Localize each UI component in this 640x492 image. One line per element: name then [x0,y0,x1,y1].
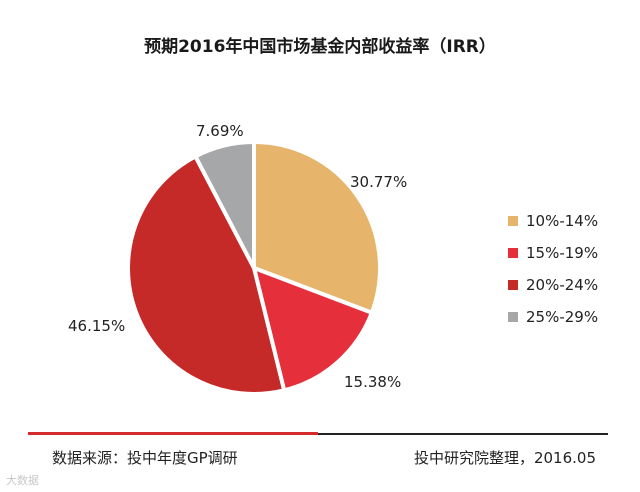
chart-title: 预期2016年中国市场基金内部收益率（IRR） [144,37,496,57]
legend-label: 25%-29% [526,308,599,326]
legend-swatch [508,216,518,226]
legend-swatch [508,280,518,290]
slice-label: 46.15% [68,317,125,335]
slice-label: 15.38% [344,373,401,391]
watermark: 大数据 [6,474,39,487]
slice-label: 7.69% [196,122,244,140]
legend-label: 20%-24% [526,276,599,294]
legend: 10%-14% 15%-19% 20%-24% 25%-29% [508,205,598,333]
pie-slice-25%-29% [193,140,256,270]
footer-divider-black [318,433,608,435]
legend-item: 10%-14% [508,205,598,237]
legend-item: 15%-19% [508,237,598,269]
pie-slice-15%-19% [252,266,374,393]
pie-slice-10%-14% [252,140,382,315]
legend-swatch [508,312,518,322]
footer-divider-red [28,432,318,435]
legend-item: 20%-24% [508,269,598,301]
slice-label: 30.77% [350,173,407,191]
legend-item: 25%-29% [508,301,598,333]
legend-swatch [508,248,518,258]
legend-label: 15%-19% [526,244,599,262]
data-source: 数据来源：投中年度GP调研 [52,449,238,467]
legend-label: 10%-14% [526,212,599,230]
pie-slice-20%-24% [126,154,287,396]
credit: 投中研究院整理，2016.05 [413,449,596,467]
